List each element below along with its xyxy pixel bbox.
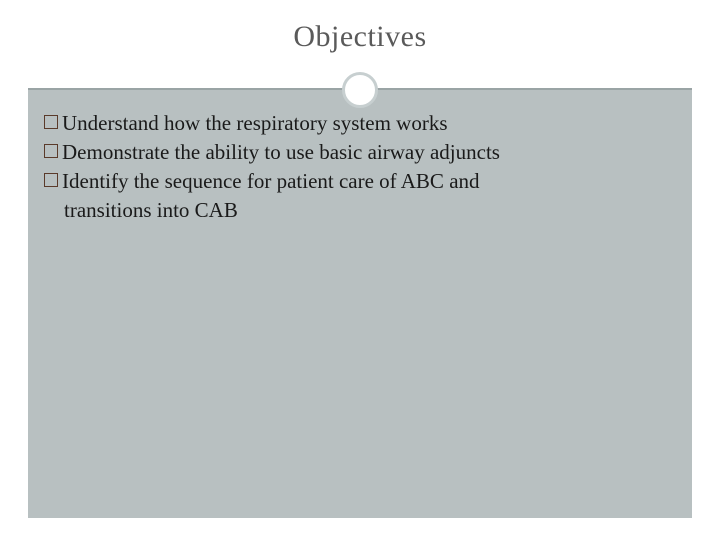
list-item: Understand how the respiratory system wo… (44, 110, 676, 137)
page-title: Objectives (0, 0, 720, 54)
bullet-list: Understand how the respiratory system wo… (44, 110, 676, 224)
list-item: Demonstrate the ability to use basic air… (44, 139, 676, 166)
square-bullet-icon (44, 115, 58, 129)
bullet-text: Understand how the respiratory system wo… (62, 110, 448, 137)
circle-ornament (342, 72, 378, 108)
content-area: Understand how the respiratory system wo… (28, 88, 692, 518)
circle-icon (342, 72, 378, 108)
slide: Objectives Understand how the respirator… (0, 0, 720, 540)
list-item: Identify the sequence for patient care o… (44, 168, 676, 195)
bullet-text-continuation: transitions into CAB (64, 197, 676, 224)
bullet-text: Identify the sequence for patient care o… (62, 168, 480, 195)
square-bullet-icon (44, 144, 58, 158)
bullet-text: Demonstrate the ability to use basic air… (62, 139, 500, 166)
square-bullet-icon (44, 173, 58, 187)
